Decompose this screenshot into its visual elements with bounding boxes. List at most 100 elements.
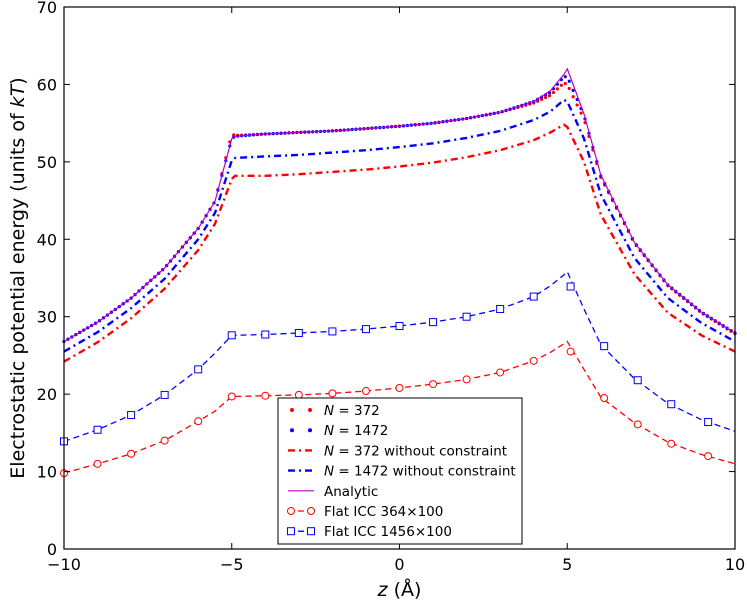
y-tick-label: 10: [37, 463, 57, 482]
data-point: [529, 292, 538, 301]
data-point: [127, 449, 136, 458]
data-point: [667, 400, 676, 409]
data-point: [462, 375, 471, 384]
data-point: [579, 111, 583, 115]
data-point: [261, 330, 270, 339]
x-tick-label: −10: [47, 555, 81, 574]
legend-entry: N = 372: [290, 403, 380, 419]
data-point: [704, 452, 713, 461]
series-line: [63, 340, 736, 474]
data-point: [600, 342, 609, 351]
data-point: [575, 103, 579, 107]
data-point: [496, 368, 505, 377]
ticks-layer: −10 −5 0 5 10 0 10 20 30 40 50 60 70: [37, 0, 746, 574]
data-point: [429, 318, 438, 327]
data-point: [633, 376, 642, 385]
series-4: [63, 67, 736, 343]
y-tick-label: 20: [37, 385, 57, 404]
data-point: [559, 83, 563, 87]
data-point: [547, 94, 552, 98]
data-point: [227, 331, 236, 340]
x-axis-title: z (Å): [377, 578, 422, 601]
data-point: [529, 356, 538, 365]
data-point: [567, 86, 571, 91]
series-line: [63, 270, 736, 443]
legend-swatch: [290, 408, 294, 412]
y-tick-label: 40: [37, 230, 57, 249]
series-layer: [60, 67, 737, 478]
legend: N = 372 N = 1472 N = 372 without constrain…: [277, 397, 523, 545]
series-3: [63, 98, 736, 353]
legend-entry: N = 1472: [290, 423, 388, 439]
legend-box: [277, 397, 523, 545]
series-line: [63, 123, 736, 363]
data-point: [361, 325, 370, 334]
data-point: [555, 87, 559, 91]
data-point: [667, 439, 676, 448]
legend-entry: Flat ICC 1456×100: [287, 524, 452, 540]
data-point: [496, 304, 505, 313]
data-point: [328, 327, 337, 336]
data-point: [227, 392, 236, 401]
data-point: [127, 411, 136, 420]
data-point: [567, 79, 571, 83]
data-point: [429, 380, 438, 389]
legend-swatch: [308, 428, 312, 433]
y-tick-label: 50: [37, 153, 57, 172]
legend-entry: N = 372 without constraint: [288, 443, 507, 459]
data-point: [633, 420, 642, 429]
legend-label: N = 372: [324, 403, 380, 419]
data-point: [563, 81, 567, 86]
data-point: [395, 383, 404, 392]
series-line: [63, 98, 736, 353]
data-point: [563, 75, 567, 79]
legend-label: Flat ICC 364×100: [324, 504, 443, 520]
data-point: [261, 391, 270, 400]
y-tick-label: 30: [37, 308, 57, 327]
legend-swatch: [290, 428, 294, 433]
data-point: [566, 347, 575, 356]
data-point: [294, 328, 303, 337]
legend-entry: Analytic: [288, 484, 378, 500]
legend-label: N = 1472: [324, 423, 388, 439]
y-tick-label: 60: [37, 75, 57, 94]
legend-entry: N = 1472 without constraint: [288, 464, 516, 480]
x-tick-label: 0: [394, 555, 404, 574]
data-point: [328, 389, 337, 398]
legend-entry: Flat ICC 364×100: [287, 504, 443, 520]
legend-swatch: [308, 408, 312, 412]
data-point: [294, 390, 303, 399]
y-tick-label: 70: [37, 0, 57, 17]
data-point: [600, 394, 609, 403]
data-point: [571, 95, 575, 99]
series-line: [63, 67, 736, 343]
data-point: [93, 459, 102, 468]
x-tick-label: 10: [725, 555, 745, 574]
data-point: [395, 322, 404, 331]
data-point: [571, 88, 575, 92]
series-2: [63, 123, 736, 363]
data-point: [704, 418, 713, 427]
y-tick-label: 0: [47, 540, 57, 559]
y-axis-title: Electrostatic potential energy (units of…: [7, 77, 29, 478]
legend-marker: [307, 527, 315, 536]
legend-label: N = 1472 without constraint: [324, 464, 516, 480]
legend-label: Analytic: [324, 484, 378, 500]
legend-marker: [287, 527, 295, 536]
data-point: [462, 312, 471, 321]
data-point: [232, 133, 236, 137]
x-tick-label: 5: [562, 555, 572, 574]
legend-marker: [307, 507, 315, 515]
data-point: [194, 365, 203, 374]
data-point: [361, 387, 370, 396]
legend-marker: [287, 507, 295, 515]
series-5: [60, 340, 736, 478]
legend-label: N = 372 without constraint: [324, 443, 507, 459]
data-point: [160, 390, 169, 399]
data-point: [543, 95, 548, 100]
data-point: [566, 282, 575, 291]
data-point: [160, 436, 169, 445]
data-point: [539, 97, 544, 101]
data-point: [551, 90, 556, 95]
